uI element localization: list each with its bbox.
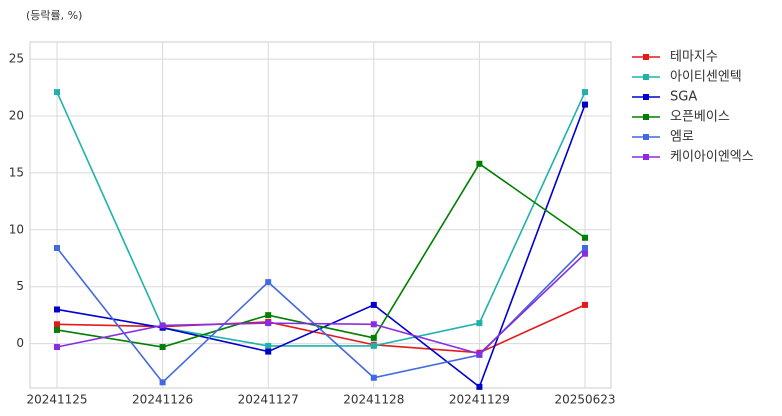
legend-label: 테마지수	[670, 50, 718, 65]
legend-marker	[643, 54, 649, 60]
legend-marker	[643, 94, 649, 100]
legend-label: 케이아이엔엑스	[670, 150, 754, 165]
legend-marker	[643, 154, 649, 160]
point-marker	[54, 89, 60, 96]
point-marker	[54, 306, 60, 313]
point-marker	[476, 160, 483, 167]
point-marker	[159, 344, 166, 351]
point-marker	[582, 234, 588, 241]
y-tick-label: 25	[9, 52, 24, 66]
point-marker	[265, 279, 272, 286]
x-tick-label: 20241128	[343, 393, 404, 407]
y-tick-label: 0	[16, 336, 24, 350]
point-marker	[582, 250, 588, 257]
series-line	[56, 253, 586, 355]
legend-label: 오픈베이스	[670, 110, 730, 125]
x-tick-label: 20241126	[132, 393, 193, 407]
series-line	[56, 91, 586, 347]
point-marker	[476, 383, 483, 390]
point-marker	[476, 320, 483, 327]
point-marker	[582, 101, 588, 108]
point-marker	[54, 245, 60, 252]
plot-frame	[29, 41, 612, 389]
y-tick-label: 10	[9, 222, 24, 236]
point-marker	[54, 344, 60, 351]
series-line	[56, 104, 586, 389]
x-tick-label: 20241129	[449, 393, 510, 407]
annotation: (등락률, %)	[26, 9, 82, 22]
point-marker	[370, 334, 377, 341]
point-marker	[54, 321, 60, 328]
point-marker	[159, 379, 166, 386]
x-tick-label: 20250623	[554, 393, 615, 407]
point-marker	[265, 342, 272, 349]
point-marker	[159, 322, 166, 329]
series-line	[56, 162, 586, 348]
legend-label: SGA	[670, 90, 697, 105]
point-marker	[582, 89, 588, 96]
y-tick-label: 15	[9, 165, 24, 179]
point-marker	[370, 301, 377, 308]
point-marker	[265, 312, 272, 319]
point-marker	[582, 301, 588, 308]
point-marker	[265, 348, 272, 355]
legend-marker	[643, 114, 649, 120]
legend-label: 아이티센엔텍	[670, 70, 742, 85]
point-marker	[370, 374, 377, 381]
point-marker	[370, 342, 377, 349]
point-marker	[54, 326, 60, 333]
legend-label: 엠로	[670, 130, 694, 145]
legend-marker	[643, 74, 649, 80]
y-tick-label: 20	[9, 108, 24, 122]
point-marker	[582, 245, 588, 252]
legend-marker	[643, 134, 649, 140]
series-line	[56, 304, 586, 354]
y-tick-label: 5	[16, 279, 24, 293]
point-marker	[370, 321, 377, 328]
point-marker	[265, 320, 272, 327]
x-tick-label: 20241125	[26, 393, 87, 407]
x-tick-label: 20241127	[238, 393, 299, 407]
point-marker	[476, 350, 483, 357]
